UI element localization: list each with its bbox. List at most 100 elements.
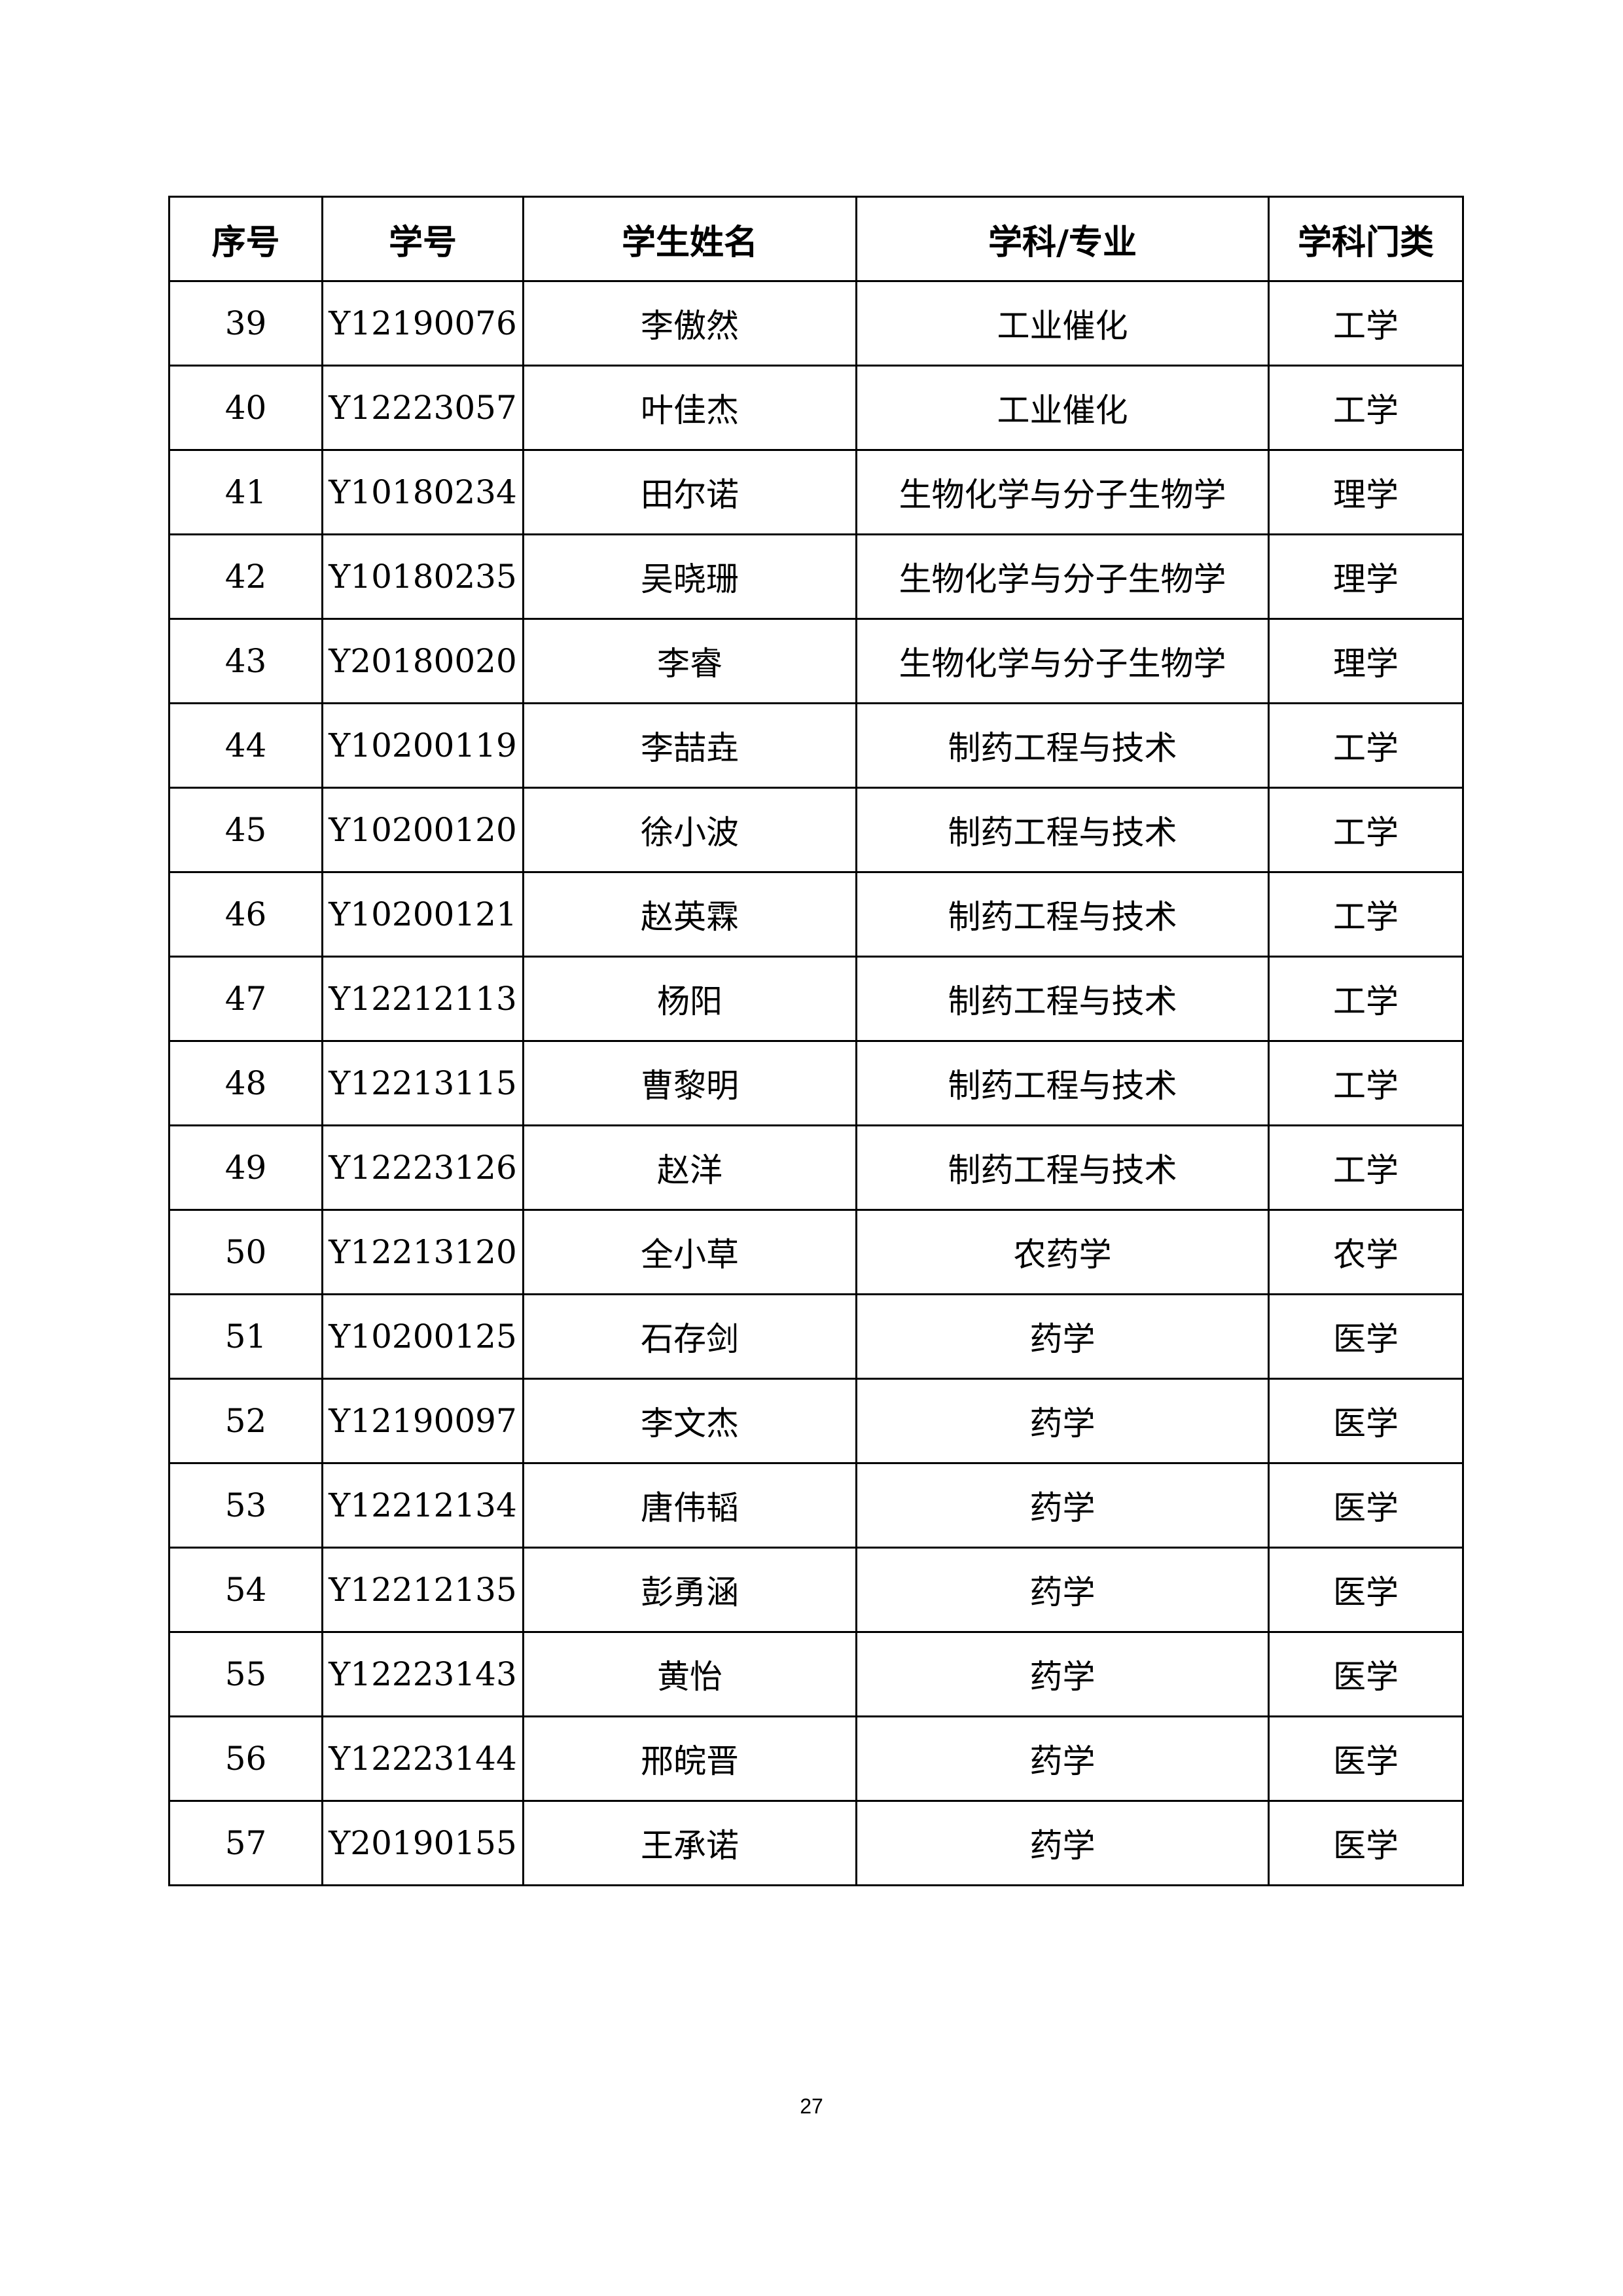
cell-index: 50 [168,1209,323,1295]
cell-discipline: 工学 [1268,1124,1464,1211]
cell-student-name: 李傲然 [522,280,857,367]
cell-major: 药学 [855,1800,1270,1886]
cell-major: 工业催化 [855,280,1270,367]
header-student-name: 学生姓名 [522,196,857,282]
cell-student-id: Y12212135 [321,1547,524,1633]
cell-discipline: 工学 [1268,365,1464,451]
cell-student-name: 杨阳 [522,956,857,1042]
cell-student-id: Y20180020 [321,618,524,704]
cell-discipline: 理学 [1268,533,1464,620]
table-row: 44 Y10200119 李喆垚 制药工程与技术 工学 [168,702,1464,789]
header-major: 学科/专业 [855,196,1270,282]
cell-student-id: Y10200119 [321,702,524,789]
header-discipline: 学科门类 [1268,196,1464,282]
cell-student-id: Y12223126 [321,1124,524,1211]
cell-index: 43 [168,618,323,704]
cell-student-name: 曹黎明 [522,1040,857,1126]
cell-major: 药学 [855,1462,1270,1549]
cell-discipline: 医学 [1268,1293,1464,1380]
page-number: 27 [800,2094,823,2118]
header-student-id: 学号 [321,196,524,282]
cell-student-name: 唐伟韬 [522,1462,857,1549]
cell-major: 制药工程与技术 [855,787,1270,873]
cell-major: 农药学 [855,1209,1270,1295]
table-row: 45 Y10200120 徐小波 制药工程与技术 工学 [168,787,1464,873]
cell-major: 药学 [855,1378,1270,1464]
cell-major: 生物化学与分子生物学 [855,618,1270,704]
cell-major: 制药工程与技术 [855,702,1270,789]
cell-index: 40 [168,365,323,451]
cell-student-name: 徐小波 [522,787,857,873]
cell-discipline: 工学 [1268,280,1464,367]
table-row: 41 Y10180234 田尔诺 生物化学与分子生物学 理学 [168,449,1464,535]
table-row: 56 Y12223144 邢皖晋 药学 医学 [168,1715,1464,1802]
table-row: 48 Y12213115 曹黎明 制药工程与技术 工学 [168,1040,1464,1126]
cell-discipline: 工学 [1268,702,1464,789]
cell-index: 47 [168,956,323,1042]
table-body: 39 Y12190076 李傲然 工业催化 工学 40 Y12223057 叶佳杰 工业催化 工学… [168,280,1464,1886]
table-row: 54 Y12212135 彭勇涵 药学 医学 [168,1547,1464,1633]
table-row: 52 Y12190097 李文杰 药学 医学 [168,1378,1464,1464]
cell-student-id: Y10200125 [321,1293,524,1380]
cell-student-id: Y12213120 [321,1209,524,1295]
cell-student-name: 石存剑 [522,1293,857,1380]
cell-index: 53 [168,1462,323,1549]
table-row: 43 Y20180020 李睿 生物化学与分子生物学 理学 [168,618,1464,704]
cell-index: 48 [168,1040,323,1126]
cell-student-id: Y20190155 [321,1800,524,1886]
cell-student-id: Y12212134 [321,1462,524,1549]
table-row: 55 Y12223143 黄怡 药学 医学 [168,1631,1464,1717]
cell-major: 药学 [855,1547,1270,1633]
cell-major: 生物化学与分子生物学 [855,449,1270,535]
cell-major: 制药工程与技术 [855,1040,1270,1126]
cell-discipline: 医学 [1268,1547,1464,1633]
cell-discipline: 医学 [1268,1631,1464,1717]
cell-discipline: 医学 [1268,1378,1464,1464]
cell-discipline: 医学 [1268,1462,1464,1549]
cell-student-name: 李文杰 [522,1378,857,1464]
table-row: 46 Y10200121 赵英霖 制药工程与技术 工学 [168,871,1464,958]
cell-major: 制药工程与技术 [855,1124,1270,1211]
cell-major: 制药工程与技术 [855,871,1270,958]
cell-discipline: 工学 [1268,787,1464,873]
cell-student-id: Y12223143 [321,1631,524,1717]
cell-student-name: 王承诺 [522,1800,857,1886]
cell-major: 药学 [855,1293,1270,1380]
cell-student-id: Y12190076 [321,280,524,367]
table-row: 57 Y20190155 王承诺 药学 医学 [168,1800,1464,1886]
cell-index: 44 [168,702,323,789]
cell-discipline: 理学 [1268,618,1464,704]
cell-student-id: Y12213115 [321,1040,524,1126]
table-header-row: 序号 学号 学生姓名 学科/专业 学科门类 [168,196,1464,282]
cell-major: 制药工程与技术 [855,956,1270,1042]
table-row: 51 Y10200125 石存剑 药学 医学 [168,1293,1464,1380]
cell-index: 42 [168,533,323,620]
table-row: 39 Y12190076 李傲然 工业催化 工学 [168,280,1464,367]
cell-index: 46 [168,871,323,958]
cell-index: 55 [168,1631,323,1717]
cell-student-name: 赵洋 [522,1124,857,1211]
cell-student-name: 田尔诺 [522,449,857,535]
cell-student-id: Y12223057 [321,365,524,451]
cell-discipline: 工学 [1268,956,1464,1042]
cell-student-id: Y10200121 [321,871,524,958]
cell-student-id: Y12190097 [321,1378,524,1464]
cell-index: 54 [168,1547,323,1633]
cell-student-id: Y10180234 [321,449,524,535]
cell-index: 57 [168,1800,323,1886]
cell-discipline: 农学 [1268,1209,1464,1295]
cell-discipline: 理学 [1268,449,1464,535]
cell-discipline: 医学 [1268,1800,1464,1886]
cell-index: 56 [168,1715,323,1802]
cell-student-id: Y12212113 [321,956,524,1042]
cell-index: 45 [168,787,323,873]
table-row: 49 Y12223126 赵洋 制药工程与技术 工学 [168,1124,1464,1211]
cell-student-name: 彭勇涵 [522,1547,857,1633]
cell-major: 药学 [855,1631,1270,1717]
cell-index: 41 [168,449,323,535]
cell-discipline: 工学 [1268,1040,1464,1126]
table-row: 40 Y12223057 叶佳杰 工业催化 工学 [168,365,1464,451]
table-row: 47 Y12212113 杨阳 制药工程与技术 工学 [168,956,1464,1042]
cell-student-id: Y10180235 [321,533,524,620]
cell-discipline: 工学 [1268,871,1464,958]
